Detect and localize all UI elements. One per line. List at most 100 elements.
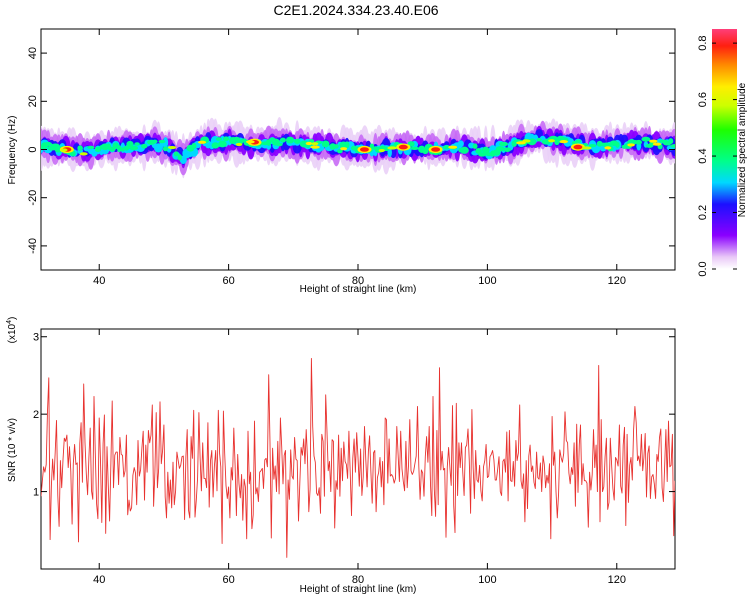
- snr-multiplier: (x104): [6, 317, 18, 344]
- spectral-highlight: [652, 142, 662, 146]
- spectral-highlight: [60, 148, 68, 152]
- spectral-blob: [215, 137, 223, 141]
- spectral-highlight: [387, 146, 397, 150]
- spectral-blob: [134, 142, 140, 146]
- snr-x-label: Height of straight line (km): [300, 584, 417, 595]
- spectral-blob: [117, 145, 122, 153]
- spectral-blob: [460, 146, 469, 154]
- spectrogram-y-label: Frequency (Hz): [7, 116, 18, 185]
- spectral-highlight: [378, 148, 385, 153]
- spectral-blob: [475, 147, 482, 154]
- colorbar-tick-label: 0.8: [697, 35, 709, 50]
- spectral-blob: [293, 138, 301, 144]
- spectral-blob: [457, 140, 464, 148]
- spectral-blob: [123, 145, 130, 151]
- spectrogram-panel: 40 60 80 100 120 -40 -20 0 20 40 Height of strai…: [7, 28, 676, 295]
- spectral-blob: [442, 145, 451, 150]
- snr-panel: 40 60 80 100 120 1 2 3 Height of straight line…: [6, 317, 676, 595]
- spectral-blob: [575, 139, 582, 143]
- snr-y-label: SNR (10 * v/v): [7, 418, 18, 482]
- x-tick-label: 100: [478, 275, 496, 287]
- spectral-blob: [481, 146, 490, 154]
- spectral-blob: [162, 137, 169, 148]
- spectral-blob: [128, 145, 139, 151]
- spectral-blob: [472, 143, 478, 149]
- colorbar-tick-label: 0.2: [697, 205, 709, 220]
- x-tick-label: 80: [352, 574, 364, 586]
- spectral-peak: [398, 144, 408, 150]
- spectral-blob: [276, 142, 283, 147]
- spectral-blob: [140, 143, 148, 149]
- spectral-blob: [285, 136, 295, 144]
- spectral-highlight: [649, 139, 658, 143]
- x-tick-label: 40: [93, 275, 105, 287]
- y-tick-label: -40: [27, 238, 39, 254]
- colorbar-tick-label: 0.0: [697, 261, 709, 276]
- spectral-highlight: [604, 146, 612, 150]
- y-tick-label: 40: [27, 47, 39, 59]
- spectral-blob: [499, 141, 509, 147]
- spectral-highlight: [559, 139, 568, 144]
- spectral-blob: [333, 144, 339, 149]
- colorbar: 0.0 0.2 0.4 0.6 0.8 Normalized spectral ampl…: [697, 29, 748, 277]
- spectral-blob: [668, 138, 674, 145]
- x-tick-label: 60: [222, 275, 234, 287]
- x-tick-label: 60: [222, 574, 234, 586]
- x-tick-label: 120: [608, 275, 626, 287]
- spectral-peak: [431, 147, 441, 152]
- spectral-blob: [44, 141, 52, 146]
- y-tick-label: -20: [27, 190, 39, 206]
- spectral-blob: [410, 146, 419, 151]
- y-tick-label: 2: [33, 409, 39, 421]
- spectral-blob: [87, 145, 95, 150]
- x-tick-label: 80: [352, 275, 364, 287]
- spectral-highlight: [245, 140, 255, 144]
- spectral-blob: [191, 142, 197, 149]
- spectral-blob: [321, 140, 330, 148]
- spectral-blob: [503, 147, 512, 152]
- colorbar-tick-label: 0.6: [697, 92, 709, 107]
- colorbar-gradient: [712, 29, 737, 269]
- y-tick-label: 1: [33, 487, 39, 499]
- spectral-blob: [158, 139, 166, 144]
- spectral-blob: [344, 141, 350, 149]
- spectral-blob: [162, 146, 169, 152]
- x-tick-label: 100: [478, 574, 496, 586]
- spectral-highlight: [340, 147, 348, 151]
- spectral-highlight: [310, 145, 320, 149]
- spectral-highlight: [167, 145, 177, 150]
- spectral-blob: [222, 136, 230, 142]
- spectral-blob: [670, 144, 675, 148]
- spectral-blob: [495, 146, 505, 152]
- spectral-blob: [615, 141, 620, 148]
- spectrogram-y-ticks: -40 -20 0 20 40: [27, 47, 675, 254]
- spectral-blob: [536, 137, 542, 142]
- snr-series-line: [41, 357, 675, 558]
- snr-x-ticks: 40 60 80 100 120: [93, 329, 626, 586]
- spectral-blob: [126, 140, 134, 148]
- y-tick-label: 0: [27, 146, 39, 152]
- spectral-blob: [588, 144, 597, 148]
- colorbar-tick-label: 0.4: [697, 148, 709, 163]
- spectrogram-x-label: Height of straight line (km): [300, 284, 417, 295]
- spectral-blob: [635, 139, 642, 145]
- spectral-blobs: [41, 116, 675, 179]
- spectral-blob: [641, 136, 651, 142]
- x-tick-label: 40: [93, 574, 105, 586]
- spectral-blob: [279, 137, 286, 143]
- spectral-blob: [218, 140, 227, 148]
- spectral-highlight: [305, 141, 313, 146]
- spectral-blob: [77, 145, 83, 151]
- y-tick-label: 20: [27, 95, 39, 107]
- spectral-peak: [573, 144, 583, 150]
- spectral-highlight: [197, 140, 207, 144]
- snr-y-ticks: 1 2 3: [33, 332, 675, 499]
- spectral-blob: [337, 148, 343, 154]
- figure-title: C2E1.2024.334.23.40.E06: [273, 2, 438, 18]
- y-tick-label: 3: [33, 332, 39, 344]
- spectral-highlight: [581, 146, 592, 150]
- spectral-highlight: [448, 145, 458, 149]
- spectral-highlight: [516, 141, 526, 145]
- spectral-blob: [152, 139, 158, 144]
